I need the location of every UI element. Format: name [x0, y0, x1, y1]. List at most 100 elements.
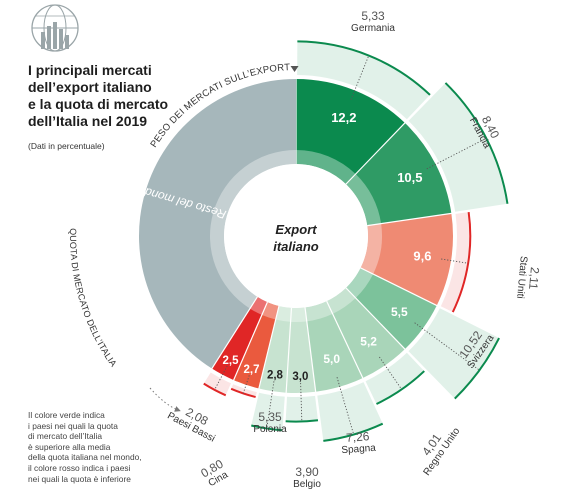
value-label-number: 5,0 [323, 352, 340, 366]
country-name-belgio: Belgio [293, 479, 321, 490]
slice-separator [210, 296, 258, 370]
share-bar-edge-germania [297, 40, 431, 96]
slice-inner-band-polonia [275, 305, 292, 322]
value-label-francia: 10,5 [397, 170, 422, 185]
title-line: dell’export italiano [28, 79, 152, 95]
value-label-spagna: 5,0 [323, 352, 340, 366]
title-line: I principali mercati [28, 62, 152, 78]
share-arc-dotted-arrow [149, 387, 181, 412]
weight-arc-arrow-icon [290, 66, 299, 73]
value-label-number: 3,0 [292, 371, 308, 383]
value-label-belgio: 3,0 [292, 371, 308, 383]
slice-paesi-bassi [211, 296, 268, 381]
value-label-number: 5,2 [360, 335, 377, 349]
value-label-polonia: 2,8 [267, 370, 284, 382]
share-bar-spagna [317, 382, 383, 441]
value-label-number: 2,7 [243, 364, 259, 376]
share-bar-belgio [285, 395, 318, 422]
share-arc-textpath: QUOTA DI MERCATO DELL’ITALIA [68, 228, 119, 369]
share-value-spagna: 7,26 [346, 429, 371, 445]
slice-polonia [258, 305, 292, 393]
slice-inner-band-spagna [305, 301, 333, 322]
share-bar-edge-belgio [285, 419, 319, 423]
note-line: il colore rosso indica i paesi [28, 462, 131, 473]
share-leader-belgio [300, 382, 303, 422]
slice-francia [345, 122, 452, 226]
value-label-number: 2,8 [267, 370, 284, 382]
slice-separator [285, 307, 293, 394]
note-line: nei quali la quota è inferiore [28, 473, 131, 484]
value-label-stati-uniti: 9,6 [413, 249, 431, 264]
subtitle: (Dati in percentuale) [28, 141, 105, 151]
country-name-stati-uniti: Stati Uniti [514, 255, 529, 299]
slice-inner-band-belgio [290, 307, 307, 322]
share-bar-edge-polonia [251, 424, 283, 432]
slice-resto-del-mondo [139, 79, 296, 369]
share-bar-svizzera [408, 308, 500, 399]
value-label-paesi-bassi: 2,5 [222, 355, 239, 367]
slice-inner-band-paesi-bassi [249, 296, 268, 315]
slice-separator [304, 307, 317, 393]
share-bar-edge-regno-unito [376, 370, 425, 405]
slice-germania [296, 79, 405, 185]
share-value-germania: 5,33 [361, 9, 385, 23]
share-bar-polonia [251, 392, 285, 431]
slice-separator [345, 287, 407, 351]
share-bar-regno-unito [365, 352, 425, 404]
value-label-number: 41,0 [109, 175, 137, 196]
donut-hole [224, 164, 368, 308]
slice-spagna [305, 301, 363, 392]
slice-regno-unito [326, 287, 405, 379]
share-leader-cina [242, 375, 250, 394]
slice-inner-band-svizzera [345, 267, 374, 298]
slice-separator [258, 305, 280, 390]
share-bar-stati-uniti [440, 212, 471, 313]
country-name-germania: Germania [351, 23, 395, 34]
share-arc-label: QUOTA DI MERCATO DELL’ITALIA [68, 228, 119, 369]
share-value-stati-uniti: 2,11 [526, 267, 542, 291]
value-label-regno-unito: 5,2 [360, 335, 377, 349]
slice-stati-uniti [360, 213, 454, 306]
share-leader-spagna [336, 377, 355, 435]
slice-separator [367, 212, 453, 227]
share-leader-francia [426, 137, 487, 170]
title-line: e la quota di mercato [28, 96, 169, 112]
slice-svizzera [345, 267, 437, 350]
globe-skyline-icon [31, 4, 79, 52]
slice-inner-band-germania [296, 150, 356, 185]
value-label-svizzera: 5,5 [391, 305, 408, 319]
value-label-number: 10,5 [397, 170, 422, 185]
center-label-line2: italiano [273, 239, 319, 254]
share-leader-polonia [266, 381, 275, 429]
share-bar-edge-cina [230, 387, 256, 399]
share-bar-edge-paesi-bassi [203, 382, 227, 397]
share-bar-edge-svizzera [454, 337, 500, 400]
value-label-number: 2,5 [222, 355, 239, 367]
note-line: Il colore verde indica [28, 410, 105, 420]
note-line: di mercato dell’Italia [28, 431, 103, 442]
value-label-number: 9,6 [413, 249, 431, 264]
share-bar-edge-spagna [323, 422, 384, 442]
slice-separator [360, 267, 438, 307]
share-bar-francia [408, 82, 508, 212]
country-name-spagna: Spagna [341, 443, 377, 456]
page-title: I principali mercati dell’export italian… [28, 62, 218, 130]
slice-separator [232, 301, 268, 382]
slice-inner-band-francia [345, 174, 382, 226]
slice-separator [326, 300, 364, 380]
share-leader-svizzera [414, 322, 480, 371]
slice-separator [345, 121, 407, 185]
note-line: della quota italiana nel mondo, [28, 452, 142, 463]
share-bar-paesi-bassi [203, 372, 232, 396]
slice-inner-band-resto-del-mondo [209, 150, 296, 309]
share-value-polonia: 5,35 [258, 410, 282, 424]
center-label-line1: Export [275, 222, 317, 237]
